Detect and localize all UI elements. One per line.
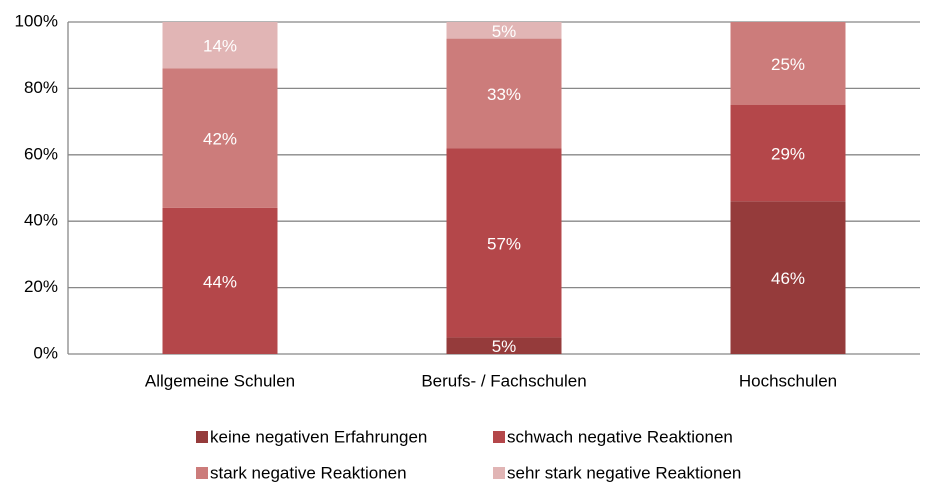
x-tick-label: Hochschulen xyxy=(739,371,837,390)
legend-label: schwach negative Reaktionen xyxy=(507,427,733,446)
data-label: 5% xyxy=(492,337,517,356)
legend-label: keine negativen Erfahrungen xyxy=(210,427,427,446)
data-label: 44% xyxy=(203,272,237,291)
y-tick-label: 60% xyxy=(24,144,58,163)
legend-swatch xyxy=(493,431,505,443)
x-tick-label: Berufs- / Fachschulen xyxy=(421,371,586,390)
data-label: 57% xyxy=(487,234,521,253)
y-tick-label: 80% xyxy=(24,78,58,97)
legend-swatch xyxy=(196,431,208,443)
bar-segment xyxy=(446,337,562,354)
bar-segment xyxy=(162,68,278,208)
y-tick-label: 40% xyxy=(24,211,58,230)
bar-segment xyxy=(730,201,846,354)
bar-segment xyxy=(446,148,562,338)
data-label: 25% xyxy=(771,55,805,74)
data-label: 46% xyxy=(771,269,805,288)
y-tick-label: 20% xyxy=(24,277,58,296)
bar-segment xyxy=(446,38,562,149)
x-tick-label: Allgemeine Schulen xyxy=(145,371,295,390)
data-label: 42% xyxy=(203,130,237,149)
y-tick-label: 100% xyxy=(15,11,58,30)
data-label: 14% xyxy=(203,37,237,56)
legend-swatch xyxy=(196,467,208,479)
bar-segment xyxy=(162,207,278,354)
bar-segment xyxy=(162,22,278,69)
legend-label: sehr stark negative Reaktionen xyxy=(507,463,741,482)
data-label: 33% xyxy=(487,85,521,104)
y-tick-label: 0% xyxy=(33,343,58,362)
legend-label: stark negative Reaktionen xyxy=(210,463,407,482)
legend-swatch xyxy=(493,467,505,479)
bar-segment xyxy=(730,105,846,202)
data-label: 5% xyxy=(492,22,517,41)
bar-segment xyxy=(446,22,562,39)
data-label: 29% xyxy=(771,145,805,164)
bar-segment xyxy=(730,22,846,105)
